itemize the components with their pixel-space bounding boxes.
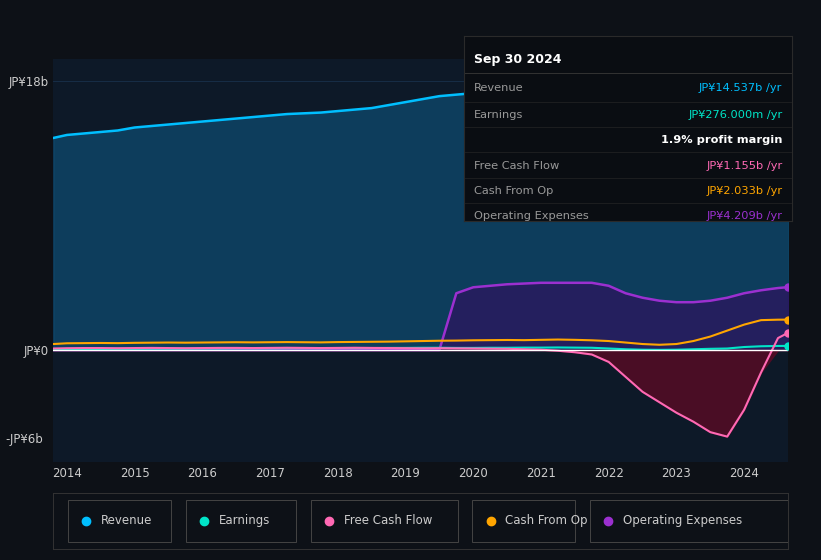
Text: Revenue: Revenue (101, 514, 153, 528)
Text: JP¥4.209b /yr: JP¥4.209b /yr (706, 211, 782, 221)
Text: Free Cash Flow: Free Cash Flow (474, 161, 559, 171)
Text: Revenue: Revenue (474, 83, 523, 93)
Text: JP¥1.155b /yr: JP¥1.155b /yr (706, 161, 782, 171)
Text: JP¥2.033b /yr: JP¥2.033b /yr (706, 186, 782, 195)
Text: Cash From Op: Cash From Op (505, 514, 588, 528)
Text: Earnings: Earnings (218, 514, 270, 528)
Text: Free Cash Flow: Free Cash Flow (344, 514, 432, 528)
Text: JP¥276.000m /yr: JP¥276.000m /yr (688, 110, 782, 120)
Text: Cash From Op: Cash From Op (474, 186, 553, 195)
Text: JP¥14.537b /yr: JP¥14.537b /yr (699, 83, 782, 93)
Text: Operating Expenses: Operating Expenses (474, 211, 589, 221)
Text: Operating Expenses: Operating Expenses (623, 514, 742, 528)
Text: -JP¥6b: -JP¥6b (6, 433, 44, 446)
Text: 1.9% profit margin: 1.9% profit margin (661, 135, 782, 145)
Text: Sep 30 2024: Sep 30 2024 (474, 53, 562, 66)
Text: Earnings: Earnings (474, 110, 523, 120)
